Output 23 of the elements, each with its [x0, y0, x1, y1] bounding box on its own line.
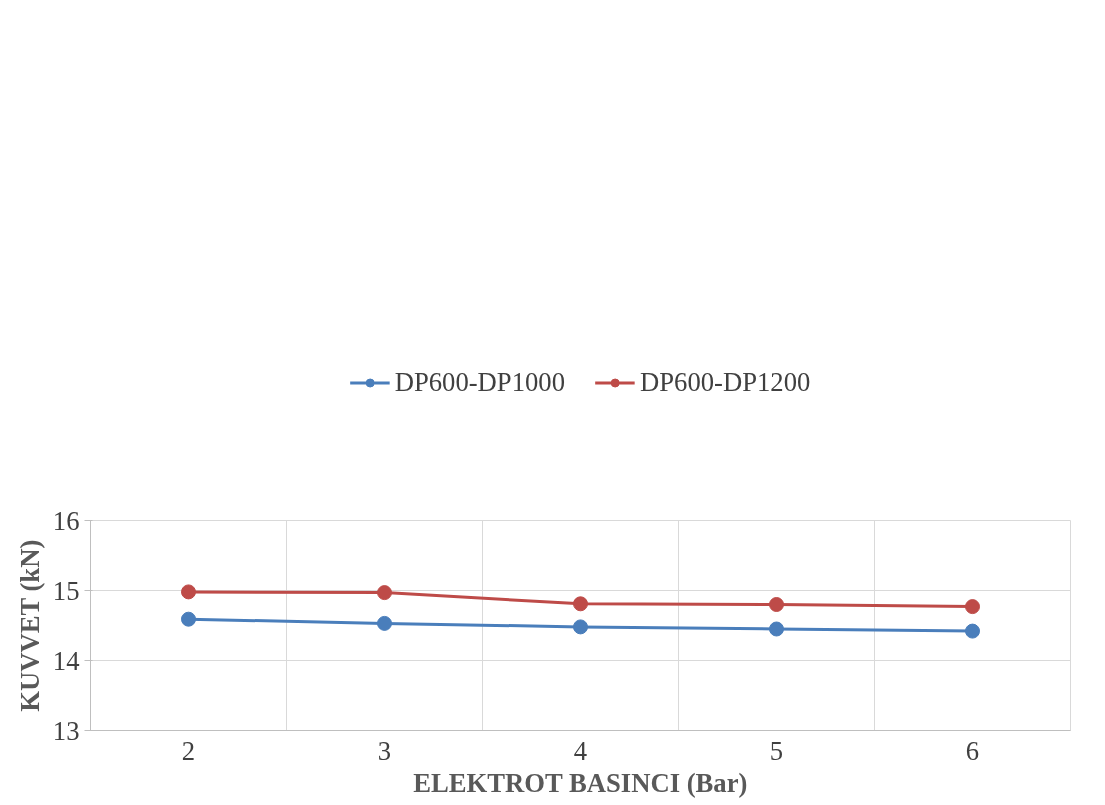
- legend-label: DP600-DP1200: [640, 366, 811, 398]
- legend-label: DP600-DP1000: [394, 366, 565, 398]
- point: [573, 619, 588, 635]
- point: [769, 597, 784, 612]
- x-tick-label: 2: [181, 735, 196, 766]
- y-axis-title: KUVVET (kN): [14, 539, 45, 712]
- point: [965, 599, 980, 615]
- y-tick-label: 14: [52, 645, 80, 676]
- x-tick-label: 3: [377, 735, 392, 766]
- x-tick-label: 6: [965, 735, 980, 766]
- y-tick-label: 16: [52, 505, 80, 536]
- y-tick-label: 13: [52, 715, 80, 746]
- x-tick-label: 4: [573, 735, 588, 766]
- point: [377, 615, 392, 631]
- point: [181, 611, 196, 627]
- x-axis-title: ELEKTROT BASINCI (Bar): [413, 767, 748, 798]
- x-tick-label: 5: [769, 735, 784, 766]
- point: [573, 596, 588, 612]
- y-tick-label: 15: [52, 575, 80, 606]
- point: [377, 585, 392, 601]
- point: [965, 623, 980, 639]
- point: [769, 621, 784, 637]
- point: [181, 584, 196, 600]
